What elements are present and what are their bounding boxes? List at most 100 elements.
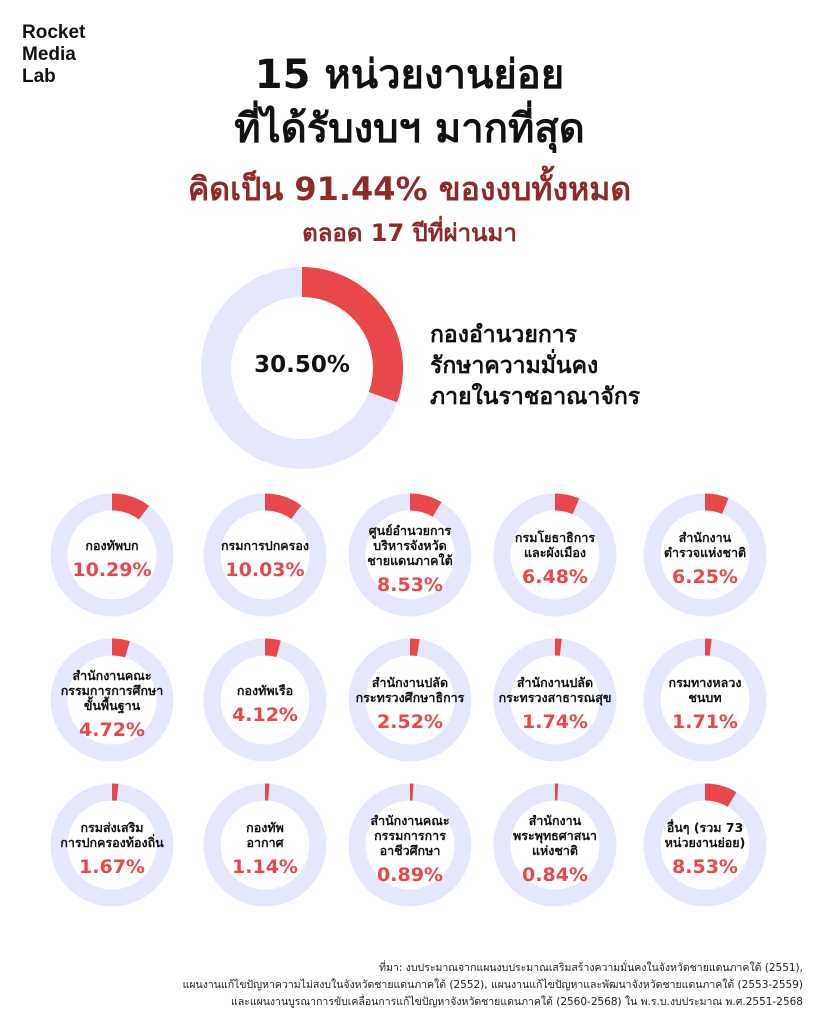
donut-item-value: 8.53% <box>377 573 443 596</box>
donut-item-label: กรมการปกครอง <box>190 538 340 553</box>
donut-item-5-slice <box>704 493 729 515</box>
donut-item-7-text: กองทัพเรือ 4.12% <box>190 683 340 726</box>
donut-item-1-slice <box>111 493 150 520</box>
donut-item-8-text: สำนักงานปลัด กระทรวงศึกษาธิการ 2.52% <box>335 675 485 733</box>
donut-item-label-line: กรรมการการศึกษา <box>60 682 164 698</box>
donut-item-label-line: สำนักงานปลัด <box>516 675 594 690</box>
donut-item-label-line: พระพุทธศาสนา <box>513 827 597 843</box>
period-subtitle: ตลอด 17 ปีที่ผ่านมา <box>302 219 517 247</box>
donut-item-label-line: กองทัพ <box>246 820 284 835</box>
donut-item-label-line: กองทัพบก <box>85 537 139 553</box>
donut-item-label-line: สำนักงานคณะ <box>72 667 152 683</box>
donut-item-4-slice <box>554 493 580 515</box>
donut-item-label-line: สำนักงาน <box>528 812 582 828</box>
donut-item-label-line: กองทัพเรือ <box>236 682 294 698</box>
source-line: และแผนงานบูรณาการขับเคลื่อนการแก้ไขปัญหา… <box>230 996 803 1008</box>
donut-item-label-line: หน่วยงานย่อย) <box>664 835 746 850</box>
headline-line-2: ที่ได้รับงบฯ มากที่สุด <box>234 106 585 152</box>
donut-item-label: ศูนย์อำนวยการ บริหารจังหวัด ชายแดนภาคใต้ <box>335 523 485 568</box>
headline-line-1: 15 หน่วยงานย่อย <box>254 52 565 98</box>
donut-item-9-text: สำนักงานปลัด กระทรวงสาธารณสุข 1.74% <box>480 675 630 733</box>
donut-item-label-line: สำนักงาน <box>678 530 732 545</box>
donut-item-label: สำนักงานคณะ กรรมการการ อาชีวศึกษา <box>335 813 485 858</box>
donut-item-8-slice <box>409 638 420 657</box>
donut-item-value: 6.25% <box>672 566 738 588</box>
donut-item-label-line: แห่งชาติ <box>531 842 579 858</box>
donut-item-15-slice <box>704 783 737 807</box>
donut-item-6-text: สำนักงานคณะ กรรมการการศึกษา ขั้นพื้นฐาน 4.7… <box>37 668 187 741</box>
logo-line-2: Media <box>22 44 76 65</box>
donut-item-15-text: อื่นๆ (รวม 73 หน่วยงานย่อย) 8.53% <box>630 820 780 878</box>
donut-item-11-text: กรมส่งเสริม การปกครองท้องถิ่น 1.67% <box>37 820 187 878</box>
donut-item-label: สำนักงานปลัด กระทรวงสาธารณสุข <box>480 675 630 705</box>
donut-item-14-text: สำนักงาน พระพุทธศาสนา แห่งชาติ 0.84% <box>480 813 630 886</box>
donut-item-label-line: กระทรวงสาธารณสุข <box>498 690 612 705</box>
subheadline: คิดเป็น 91.44% ของงบทั้งหมด <box>187 170 632 208</box>
donut-item-label-line: กรมส่งเสริม <box>80 820 144 835</box>
main-label-line: ภายในราชอาณาจักร <box>430 384 641 410</box>
donut-item-label-line: อื่นๆ (รวม 73 <box>666 820 744 835</box>
donut-item-label-line: และผังเมือง <box>524 545 586 560</box>
donut-item-label: สำนักงาน พระพุทธศาสนา แห่งชาติ <box>480 813 630 858</box>
logo-line-1: Rocket <box>22 22 86 43</box>
donut-item-label-line: กรรมการการ <box>374 827 446 843</box>
donut-item-label: กรมส่งเสริม การปกครองท้องถิ่น <box>37 820 187 850</box>
donut-item-value: 0.84% <box>522 863 588 886</box>
source-note: ที่มา: งบประมาณจากแผนงบประมาณเสริมสร้างค… <box>13 960 803 1011</box>
donut-item-value: 2.52% <box>377 711 443 733</box>
main-donut-label: กองอำนวยการ รักษาความมั่นคง ภายในราชอาณา… <box>430 320 640 413</box>
main-donut-value: 30.50% <box>254 352 350 378</box>
donut-item-label: สำนักงานคณะ กรรมการการศึกษา ขั้นพื้นฐาน <box>37 668 187 713</box>
donut-item-10-text: กรมทางหลวง ชนบท 1.71% <box>630 675 780 733</box>
donut-item-5-text: สำนักงาน ตำรวจแห่งชาติ 6.25% <box>630 530 780 588</box>
donut-item-label-line: อาชีวศึกษา <box>379 842 441 858</box>
donut-item-label-line: กรมโยธาธิการ <box>514 530 596 545</box>
donut-item-label-line: การปกครองท้องถิ่น <box>60 835 164 850</box>
main-label-line: กองอำนวยการ <box>430 322 578 348</box>
donut-item-label-line: ชนบท <box>688 690 722 705</box>
donut-item-label-line: ขั้นพื้นฐาน <box>83 697 141 713</box>
donut-item-label: อื่นๆ (รวม 73 หน่วยงานย่อย) <box>630 820 780 850</box>
donut-item-label-line: สำนักงานคณะ <box>370 812 450 828</box>
donut-item-12-text: กองทัพ อากาศ 1.14% <box>190 820 340 878</box>
donut-item-6-slice <box>111 638 130 658</box>
donut-item-2-text: กรมการปกครอง 10.03% <box>190 538 340 581</box>
donut-item-label: กองทัพ อากาศ <box>190 820 340 850</box>
donut-item-label: กรมโยธาธิการ และผังเมือง <box>480 530 630 560</box>
donut-item-3-text: ศูนย์อำนวยการ บริหารจังหวัด ชายแดนภาคใต้ 8.… <box>335 523 485 596</box>
donut-item-2-slice <box>264 493 302 520</box>
donut-item-value: 4.12% <box>232 703 298 726</box>
donut-item-value: 8.53% <box>672 856 738 878</box>
donut-item-value: 1.71% <box>672 711 738 733</box>
donut-item-value: 10.29% <box>72 558 152 581</box>
donut-item-label-line: สำนักงานปลัด <box>371 675 449 690</box>
logo-line-3: Lab <box>22 66 56 87</box>
donut-item-13-text: สำนักงานคณะ กรรมการการ อาชีวศึกษา 0.89% <box>335 813 485 886</box>
donut-item-value: 6.48% <box>522 566 588 588</box>
donut-item-3-slice <box>409 493 442 517</box>
donut-item-label: กรมทางหลวง ชนบท <box>630 675 780 705</box>
donut-item-label-line: กระทรวงศึกษาธิการ <box>355 690 465 705</box>
donut-item-label: กองทัพเรือ <box>190 683 340 698</box>
donut-item-label-line: บริหารจังหวัด <box>373 537 447 553</box>
donut-item-label: สำนักงานปลัด กระทรวงศึกษาธิการ <box>335 675 485 705</box>
donut-item-label-line: กรมการปกครอง <box>220 537 309 553</box>
source-line: ที่มา: งบประมาณจากแผนงบประมาณเสริมสร้างค… <box>379 962 803 974</box>
donut-item-value: 0.89% <box>377 863 443 886</box>
donut-item-7-slice <box>264 638 281 658</box>
donut-item-value: 1.67% <box>79 856 145 878</box>
donut-item-4-text: กรมโยธาธิการ และผังเมือง 6.48% <box>480 530 630 588</box>
main-donut-slice <box>301 267 403 403</box>
donut-item-label: สำนักงาน ตำรวจแห่งชาติ <box>630 530 780 560</box>
donut-item-label-line: ชายแดนภาคใต้ <box>367 552 453 568</box>
donut-item-value: 10.03% <box>225 558 305 581</box>
donut-item-1-text: กองทัพบก 10.29% <box>37 538 187 581</box>
source-line: แผนงานแก้ไขปัญหาความไม่สงบในจังหวัดชายแด… <box>182 979 803 991</box>
main-label-line: รักษาความมั่นคง <box>430 353 599 379</box>
rocket-media-lab-logo: Rocket Media Lab <box>22 22 85 88</box>
donut-item-label-line: อากาศ <box>246 835 284 850</box>
donut-item-value: 1.14% <box>232 856 298 878</box>
donut-item-label-line: ศูนย์อำนวยการ <box>368 522 452 538</box>
donut-item-label-line: กรมทางหลวง <box>668 675 742 690</box>
